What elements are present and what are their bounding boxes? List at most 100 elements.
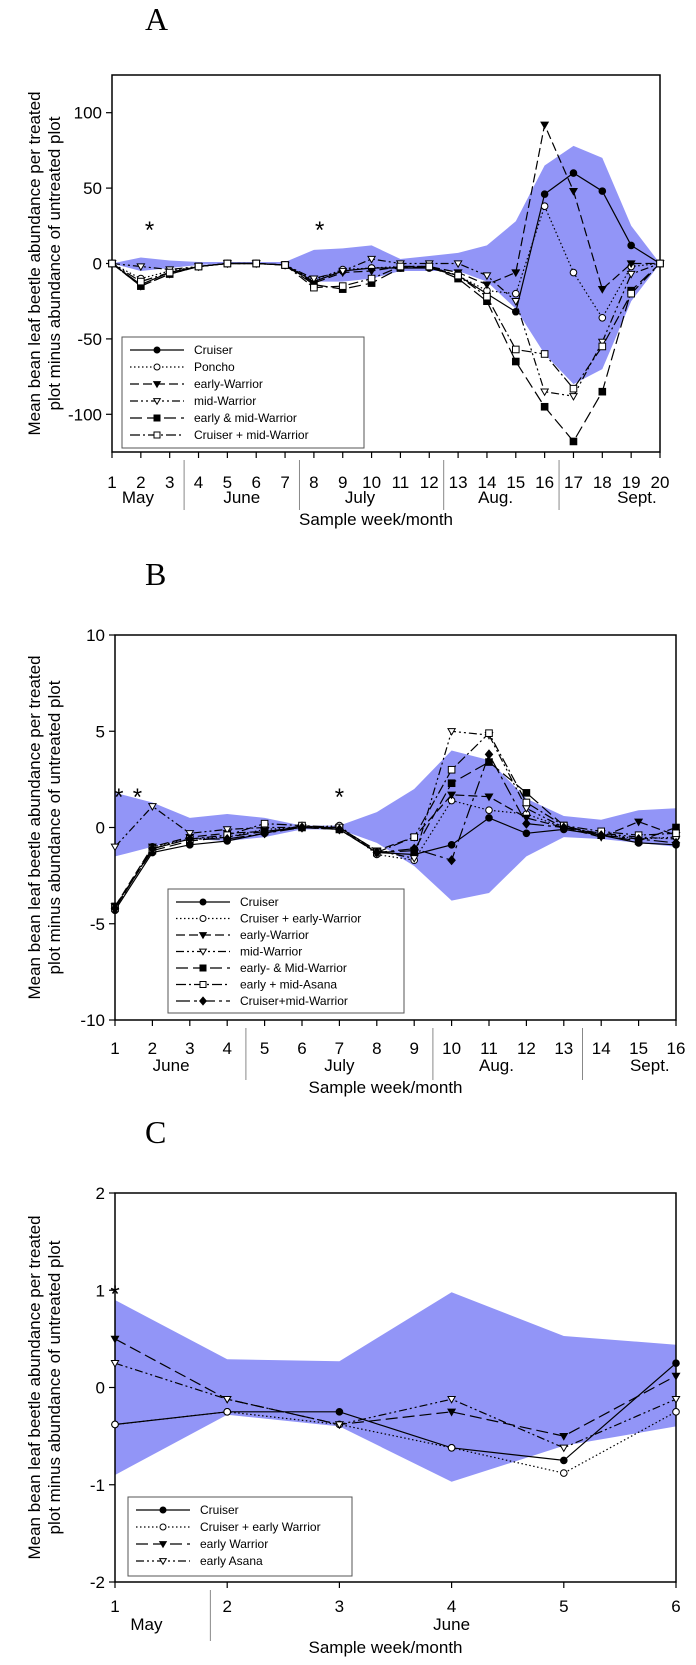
- y-axis-title-line1: Mean bean leaf beetle abundance per trea…: [25, 655, 44, 999]
- legend-label: early Asana: [200, 1554, 263, 1568]
- data-point: [338, 282, 347, 290]
- x-tick-label: 6: [671, 1597, 680, 1616]
- legend-label: early- & Mid-Warrior: [240, 961, 347, 975]
- data-point: [425, 262, 434, 271]
- data-point: [511, 345, 520, 354]
- data-point: [671, 1372, 681, 1381]
- legend-entry: Cruiser + early Warrior: [136, 1520, 321, 1534]
- legend-entry: mid-Warrior: [130, 394, 256, 408]
- legend-entry: mid-Warrior: [176, 945, 302, 959]
- data-point: [511, 298, 521, 306]
- data-point: [194, 262, 203, 271]
- x-tick-label: 3: [185, 1039, 194, 1058]
- legend-marker: [199, 964, 207, 972]
- legend: Cruiser Poncho early-Warrior mid-Warrior ear…: [121, 336, 365, 449]
- data-point: [110, 843, 120, 852]
- data-point: [223, 259, 232, 268]
- data-point: [409, 855, 419, 863]
- data-point: [396, 262, 405, 271]
- month-label: Aug.: [478, 488, 513, 507]
- legend-entry: early Asana: [136, 1554, 263, 1568]
- data-point: [511, 307, 520, 316]
- legend-marker: [158, 1541, 168, 1549]
- series-cruiser-mid-warrior: [108, 259, 664, 393]
- data-point: [671, 837, 681, 848]
- legend-marker: [198, 932, 208, 940]
- data-point: [540, 402, 549, 411]
- data-point: [147, 803, 157, 811]
- x-tick-label: 7: [335, 1039, 344, 1058]
- data-point: [511, 289, 520, 298]
- legend-entry: early Warrior: [136, 1537, 268, 1551]
- data-point: [335, 1408, 344, 1416]
- y-axis-title-line2: plot minus abundance of untreated plot: [45, 1240, 64, 1534]
- data-point: [540, 190, 549, 198]
- legend-marker: [152, 381, 162, 389]
- data-point: [597, 338, 607, 347]
- data-point: [656, 259, 664, 268]
- legend-entry: Cruiser+mid-Warrior: [176, 994, 348, 1008]
- y-axis-title-line1: Mean bean leaf beetle abundance per trea…: [25, 1215, 44, 1559]
- x-tick-label: 3: [335, 1597, 344, 1616]
- series-line: [114, 1362, 677, 1449]
- data-point: [447, 1408, 457, 1417]
- x-tick-label: 16: [535, 473, 554, 492]
- x-tick-label: 6: [251, 473, 260, 492]
- legend-marker: [199, 981, 207, 988]
- series-cruiser-mid-warrior: [110, 749, 681, 914]
- data-point: [672, 1359, 680, 1367]
- series-line: [114, 1362, 677, 1462]
- x-tick-label: 2: [136, 473, 145, 492]
- x-tick-label: 10: [442, 1039, 461, 1058]
- series-line: [114, 794, 677, 907]
- legend-entry: early & mid-Warrior: [130, 411, 297, 425]
- legend-box: [167, 888, 405, 1014]
- data-point: [367, 274, 376, 283]
- legend-entry: Cruiser + mid-Warrior: [130, 428, 309, 442]
- x-tick-label: 1: [107, 473, 116, 492]
- data-point: [560, 1469, 568, 1477]
- data-point: [185, 833, 195, 845]
- data-point: [281, 261, 289, 269]
- panel-letter: A: [145, 1, 168, 37]
- data-point: [185, 830, 195, 838]
- x-tick-label: 5: [559, 1597, 568, 1616]
- y-axis-title: Mean bean leaf beetle abundance per trea…: [25, 1215, 64, 1559]
- y-tick-label: 10: [86, 626, 105, 645]
- x-tick-label: 10: [362, 473, 381, 492]
- y-tick-label: -100: [68, 405, 102, 424]
- month-label: July: [324, 1056, 355, 1075]
- series-line: [114, 732, 677, 909]
- data-point: [485, 806, 493, 814]
- month-label: Aug.: [479, 1056, 514, 1075]
- significance-asterisk: *: [114, 784, 123, 811]
- data-point: [484, 793, 494, 802]
- legend: Cruiser Cruiser + early-Warrior early-Warr…: [167, 888, 405, 1014]
- legend-label: Cruiser: [240, 895, 279, 909]
- month-label: May: [122, 488, 155, 507]
- y-axis-title: Mean bean leaf beetle abundance per trea…: [25, 655, 64, 999]
- x-tick-label: 1: [110, 1039, 119, 1058]
- data-point: [522, 798, 531, 807]
- x-tick-label: 16: [667, 1039, 686, 1058]
- x-tick-label: 17: [564, 473, 583, 492]
- data-point: [626, 260, 636, 269]
- data-point: [540, 202, 549, 210]
- data-point: [540, 121, 550, 130]
- data-point: [596, 830, 606, 841]
- data-point: [260, 819, 269, 828]
- x-tick-label: 12: [517, 1039, 536, 1058]
- data-point: [568, 393, 578, 401]
- data-point: [447, 765, 456, 774]
- x-tick-label: 9: [409, 1039, 418, 1058]
- y-tick-label: 100: [74, 104, 102, 123]
- data-point: [447, 855, 456, 866]
- data-point: [671, 1396, 681, 1404]
- x-tick-label: 15: [629, 1039, 648, 1058]
- legend-entry: early-Warrior: [130, 377, 263, 391]
- legend-marker: [152, 398, 162, 406]
- month-label: July: [345, 488, 376, 507]
